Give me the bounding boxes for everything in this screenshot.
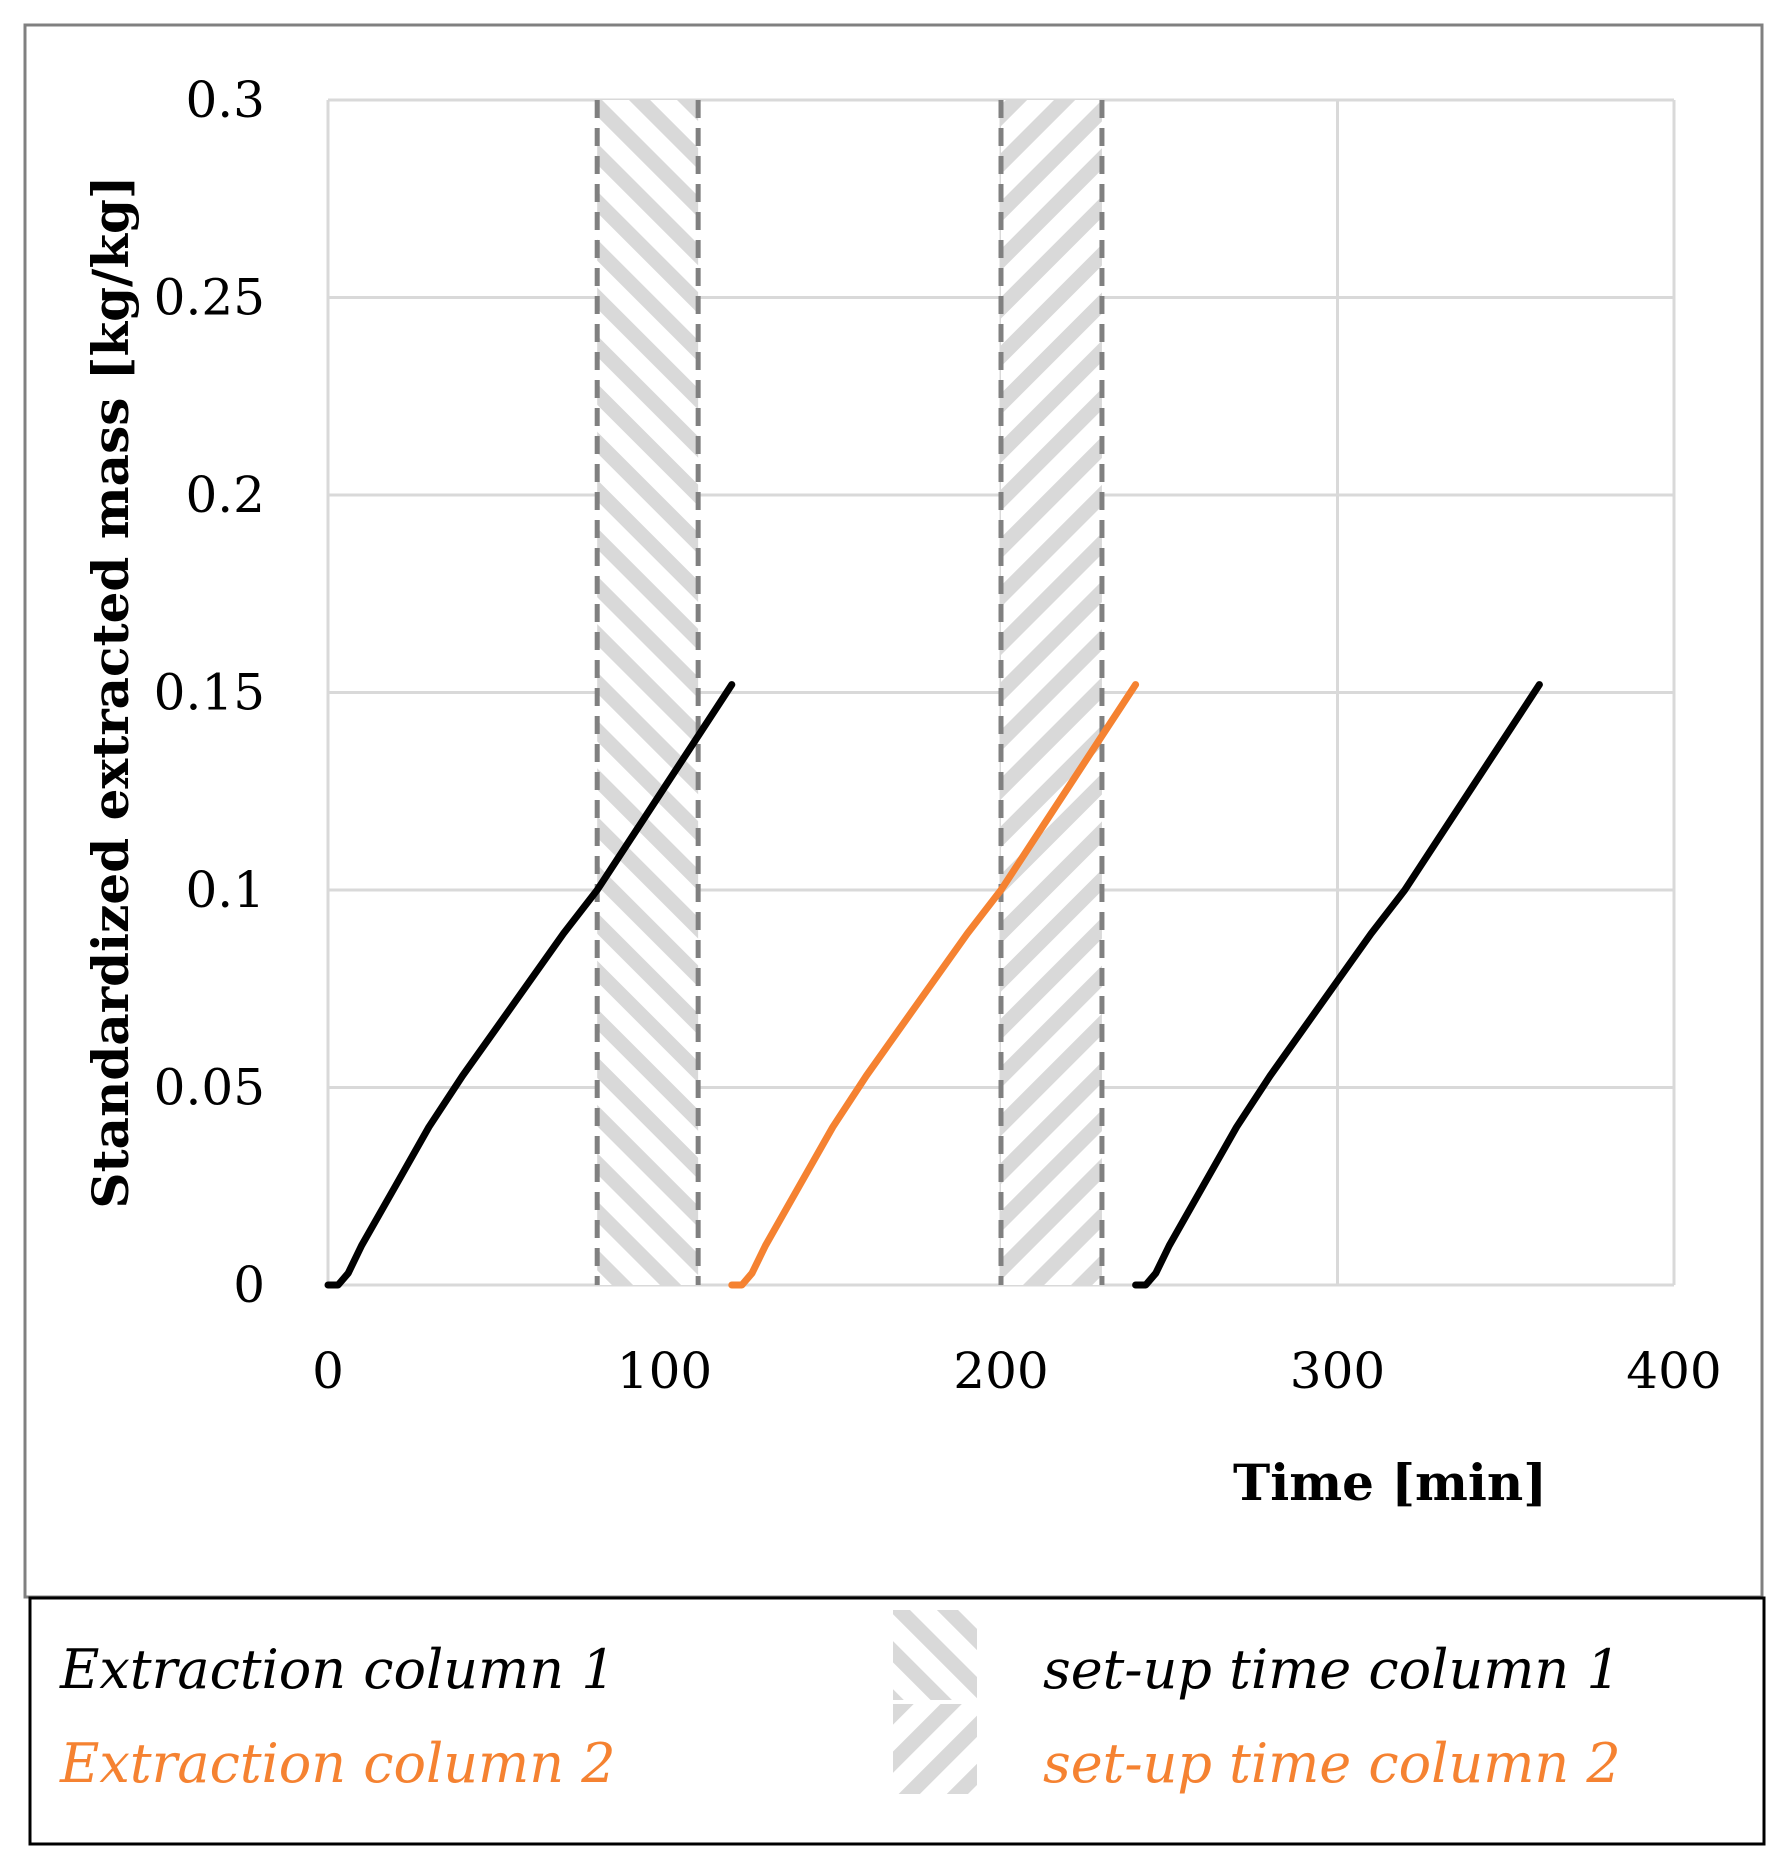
y-tick-label-6: 0.3 bbox=[185, 71, 265, 129]
setup-band-2 bbox=[1001, 100, 1102, 1285]
series bbox=[324, 681, 1543, 1289]
legend-swatch-band-1 bbox=[893, 1610, 977, 1700]
setup-band-1 bbox=[597, 100, 699, 1285]
legend-swatch-band-2 bbox=[893, 1704, 977, 1794]
legend-label-band-1: set-up time column 1 bbox=[1043, 1638, 1621, 1701]
ticks: 0 0.05 0.1 0.15 0.2 0.25 0.3 0 100 200 300 400 bbox=[154, 71, 1722, 1400]
y-tick-label-2: 0.1 bbox=[185, 861, 265, 919]
legend-label-band-2: set-up time column 2 bbox=[1043, 1732, 1621, 1795]
x-tick-label-0: 0 bbox=[312, 1342, 344, 1400]
series-2-line-1 bbox=[728, 681, 1140, 1289]
x-tick-label-4: 400 bbox=[1626, 1342, 1721, 1400]
x-axis-title: Time [min] bbox=[1233, 1453, 1547, 1512]
series-1-line-1 bbox=[324, 681, 736, 1289]
legend-label-series-2: Extraction column 2 bbox=[59, 1732, 616, 1795]
y-tick-label-4: 0.2 bbox=[185, 466, 265, 524]
y-tick-label-5: 0.25 bbox=[154, 269, 265, 327]
y-tick-label-3: 0.15 bbox=[154, 664, 265, 722]
legend: Extraction column 1 Extraction column 2 se… bbox=[59, 1610, 1621, 1795]
series-1-line-2 bbox=[1132, 681, 1543, 1289]
y-tick-label-0: 0 bbox=[233, 1256, 265, 1314]
x-tick-label-3: 300 bbox=[1290, 1342, 1385, 1400]
legend-label-series-1: Extraction column 1 bbox=[59, 1638, 616, 1701]
setup-bands bbox=[594, 100, 1105, 1285]
x-tick-label-2: 200 bbox=[953, 1342, 1048, 1400]
y-tick-label-1: 0.05 bbox=[154, 1059, 265, 1117]
chart-frame bbox=[23, 23, 1764, 1599]
x-tick-label-1: 100 bbox=[617, 1342, 712, 1400]
y-axis-title: Standardized extracted mass [kg/kg] bbox=[81, 175, 140, 1208]
